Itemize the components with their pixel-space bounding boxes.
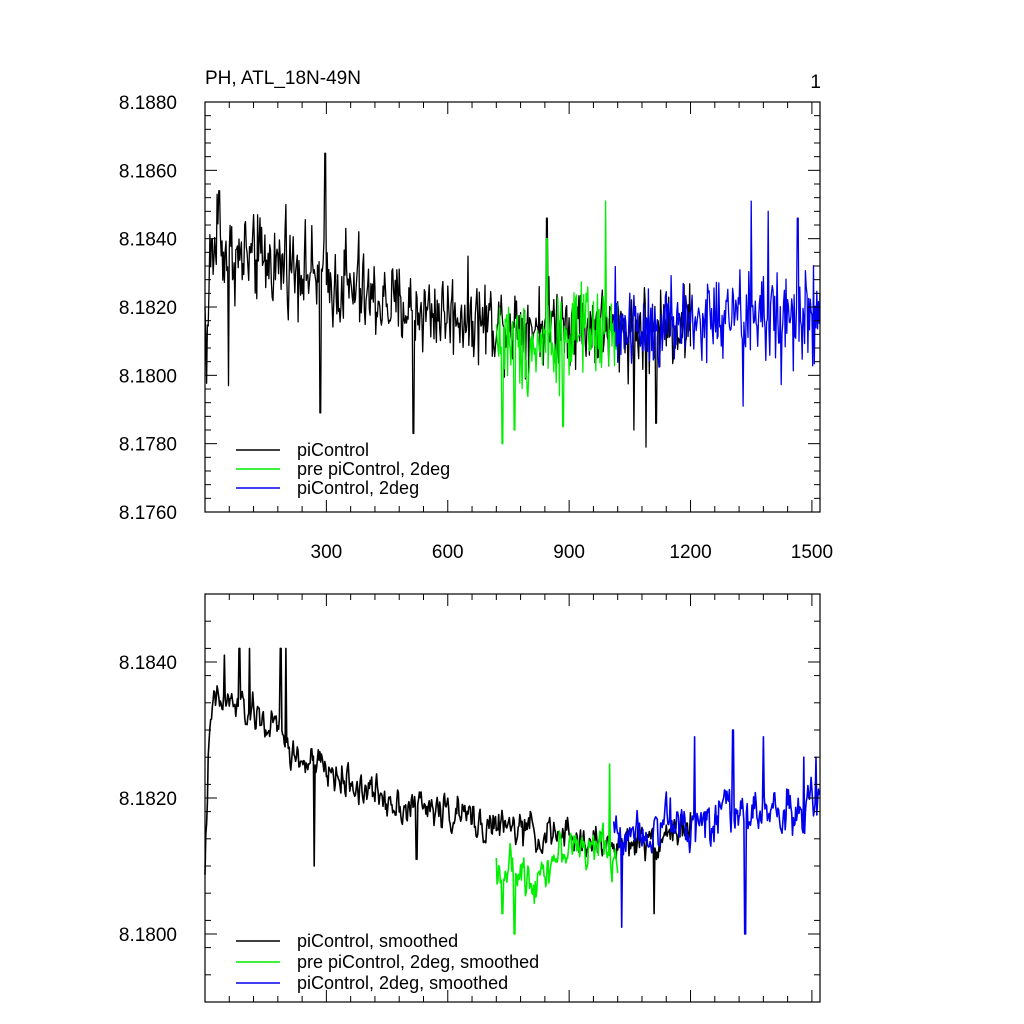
y-tick-label: 8.1840 <box>119 653 177 674</box>
top-panel: PH, ATL_18N-49N 1 8.1760 8.1780 8.1800 8.18… <box>119 68 833 563</box>
bottom-series-lines <box>204 647 821 935</box>
x-tick-label: 300 <box>311 542 343 563</box>
legend-label: piControl, 2deg, smoothed <box>297 973 508 993</box>
y-tick-label: 8.1760 <box>119 503 177 524</box>
bottom-panel: 8.1800 8.1820 8.1840 piControl, smoothedpr… <box>119 593 821 1003</box>
legend-label: pre piControl, 2deg, smoothed <box>297 952 539 972</box>
series-line-picontrol-2deg-smoothed <box>612 729 821 935</box>
top-axis-ticks: 8.1760 8.1780 8.1800 8.1820 8.1840 8.1860 8.18… <box>119 93 833 563</box>
y-tick-label: 8.1800 <box>119 366 177 387</box>
legend-label: pre piControl, 2deg <box>297 459 450 479</box>
y-tick-label: 8.1860 <box>119 161 177 182</box>
series-line-pre-picontrol-2deg-smoothed <box>495 763 619 935</box>
bottom-axis-ticks: 8.1800 8.1820 8.1840 <box>119 593 820 1003</box>
x-tick-label: 900 <box>553 542 585 563</box>
y-tick-label: 8.1820 <box>119 298 177 319</box>
panel-number-label: 1 <box>810 72 821 93</box>
x-tick-label: 1200 <box>669 542 711 563</box>
series-line-picontrol-smoothed <box>204 647 692 915</box>
legend-label: piControl, smoothed <box>297 931 458 951</box>
series-line-picontrol-2deg <box>613 200 821 407</box>
y-tick-label: 8.1840 <box>119 230 177 251</box>
series-line-pre-picontrol-2deg <box>495 200 619 445</box>
legend-label: piControl, 2deg <box>297 478 419 498</box>
y-tick-label: 8.1880 <box>119 93 177 114</box>
y-tick-label: 8.1780 <box>119 435 177 456</box>
legend-label: piControl <box>297 440 369 460</box>
series-line-picontrol <box>204 152 692 448</box>
chart-title: PH, ATL_18N-49N <box>205 68 361 89</box>
top-series-lines <box>204 152 821 448</box>
x-tick-label: 1500 <box>791 542 833 563</box>
y-tick-label: 8.1800 <box>119 925 177 946</box>
x-tick-label: 600 <box>432 542 464 563</box>
y-tick-label: 8.1820 <box>119 789 177 810</box>
